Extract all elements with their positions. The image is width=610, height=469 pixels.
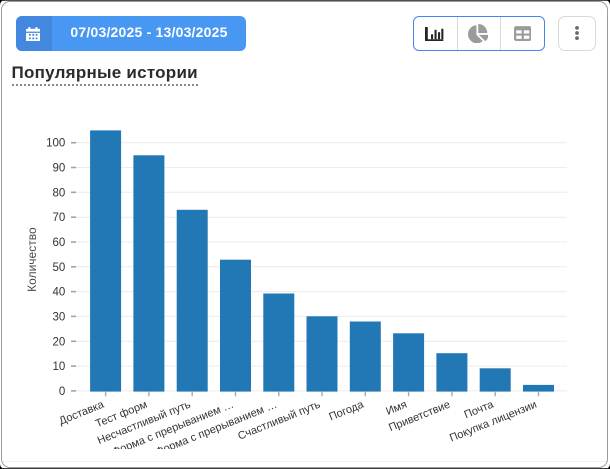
svg-text:70: 70 <box>53 212 66 224</box>
svg-text:30: 30 <box>53 311 66 323</box>
svg-text:Погода: Погода <box>327 398 366 423</box>
svg-text:20: 20 <box>53 336 66 348</box>
svg-text:100: 100 <box>46 138 65 150</box>
svg-text:40: 40 <box>53 287 66 299</box>
svg-text:10: 10 <box>53 361 66 373</box>
svg-text:Количество: Количество <box>25 227 39 292</box>
svg-text:0: 0 <box>59 386 65 398</box>
svg-text:60: 60 <box>53 237 66 249</box>
svg-text:80: 80 <box>53 187 66 199</box>
svg-text:50: 50 <box>53 262 66 274</box>
svg-text:90: 90 <box>53 163 66 175</box>
